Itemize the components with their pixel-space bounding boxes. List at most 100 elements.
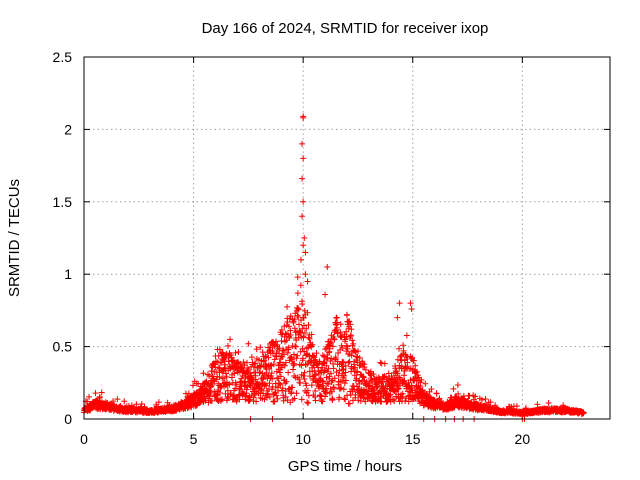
data-point (339, 359, 346, 366)
data-point (324, 354, 331, 361)
data-point (324, 380, 331, 387)
data-point (299, 213, 306, 220)
data-point (340, 386, 347, 393)
data-point (270, 361, 277, 368)
data-point (300, 314, 307, 321)
data-point (360, 374, 367, 381)
data-point (402, 364, 409, 371)
data-point (248, 354, 255, 361)
y-tick-label: 2.5 (53, 49, 73, 65)
data-point (291, 372, 298, 379)
data-point (580, 410, 587, 417)
data-point (335, 349, 342, 356)
data-point (333, 321, 340, 328)
x-tick-label: 5 (190, 431, 198, 447)
data-point (396, 300, 403, 307)
data-point (354, 368, 361, 375)
data-point (335, 372, 342, 379)
data-point (278, 337, 285, 344)
data-point (428, 386, 435, 393)
data-point (203, 378, 210, 385)
data-point (279, 347, 286, 354)
data-point (255, 356, 262, 363)
data-point (110, 398, 117, 405)
data-point (222, 370, 229, 377)
data-point (322, 393, 329, 400)
data-point (257, 344, 264, 351)
data-point (299, 175, 306, 182)
data-point (534, 401, 541, 408)
data-point (226, 381, 233, 388)
y-tick-label: 1.5 (53, 194, 73, 210)
data-point (385, 370, 392, 377)
data-point (285, 386, 292, 393)
data-point (291, 395, 298, 402)
data-point (208, 397, 215, 404)
data-point (300, 372, 307, 379)
data-point (418, 376, 425, 383)
data-point (295, 306, 302, 313)
data-point (276, 345, 283, 352)
data-point (407, 300, 414, 307)
data-point (216, 346, 223, 353)
data-point (305, 321, 312, 328)
data-point (343, 342, 350, 349)
data-point (227, 336, 234, 343)
data-point (394, 386, 401, 393)
data-point (219, 396, 226, 403)
tick-labels: 0 5 10 15 20 0 0.5 1 1.5 2 2.5 (53, 49, 531, 447)
data-point (312, 388, 319, 395)
data-point (284, 319, 291, 326)
data-point (401, 372, 408, 379)
data-point (302, 271, 309, 278)
data-point (301, 330, 308, 337)
data-point (340, 359, 347, 366)
data-point (408, 382, 415, 389)
data-point (300, 242, 307, 249)
data-point (280, 397, 287, 404)
data-point (328, 370, 335, 377)
data-point (297, 379, 304, 386)
data-point (487, 399, 494, 406)
data-point (262, 353, 269, 360)
data-point (285, 369, 292, 376)
data-point (155, 399, 162, 406)
data-point (225, 342, 232, 349)
data-point (322, 291, 329, 298)
data-point (340, 365, 347, 372)
data-point (294, 274, 301, 281)
data-point (263, 394, 270, 401)
data-point (450, 385, 457, 392)
data-point (381, 360, 388, 367)
data-point (297, 256, 304, 263)
data-point (326, 373, 333, 380)
data-point (288, 355, 295, 362)
data-point (323, 374, 330, 381)
data-point (256, 363, 263, 370)
data-point (216, 389, 223, 396)
data-point (352, 364, 359, 371)
data-point (419, 387, 426, 394)
data-point (272, 353, 279, 360)
data-point (208, 368, 215, 375)
data-point (266, 347, 273, 354)
data-point (244, 359, 251, 366)
data-point (304, 309, 311, 316)
data-point (342, 336, 349, 343)
data-point (291, 316, 298, 323)
data-point (349, 337, 356, 344)
data-point (304, 387, 311, 394)
data-point (331, 385, 338, 392)
data-point (342, 377, 349, 384)
data-point (212, 364, 219, 371)
data-point (344, 311, 350, 318)
data-point (287, 390, 294, 397)
data-point (522, 405, 529, 412)
data-point (377, 359, 384, 366)
data-point (315, 368, 322, 375)
data-point (282, 393, 289, 400)
data-point (266, 380, 273, 387)
data-point (325, 365, 332, 372)
data-point (261, 357, 268, 364)
data-point (470, 396, 477, 403)
